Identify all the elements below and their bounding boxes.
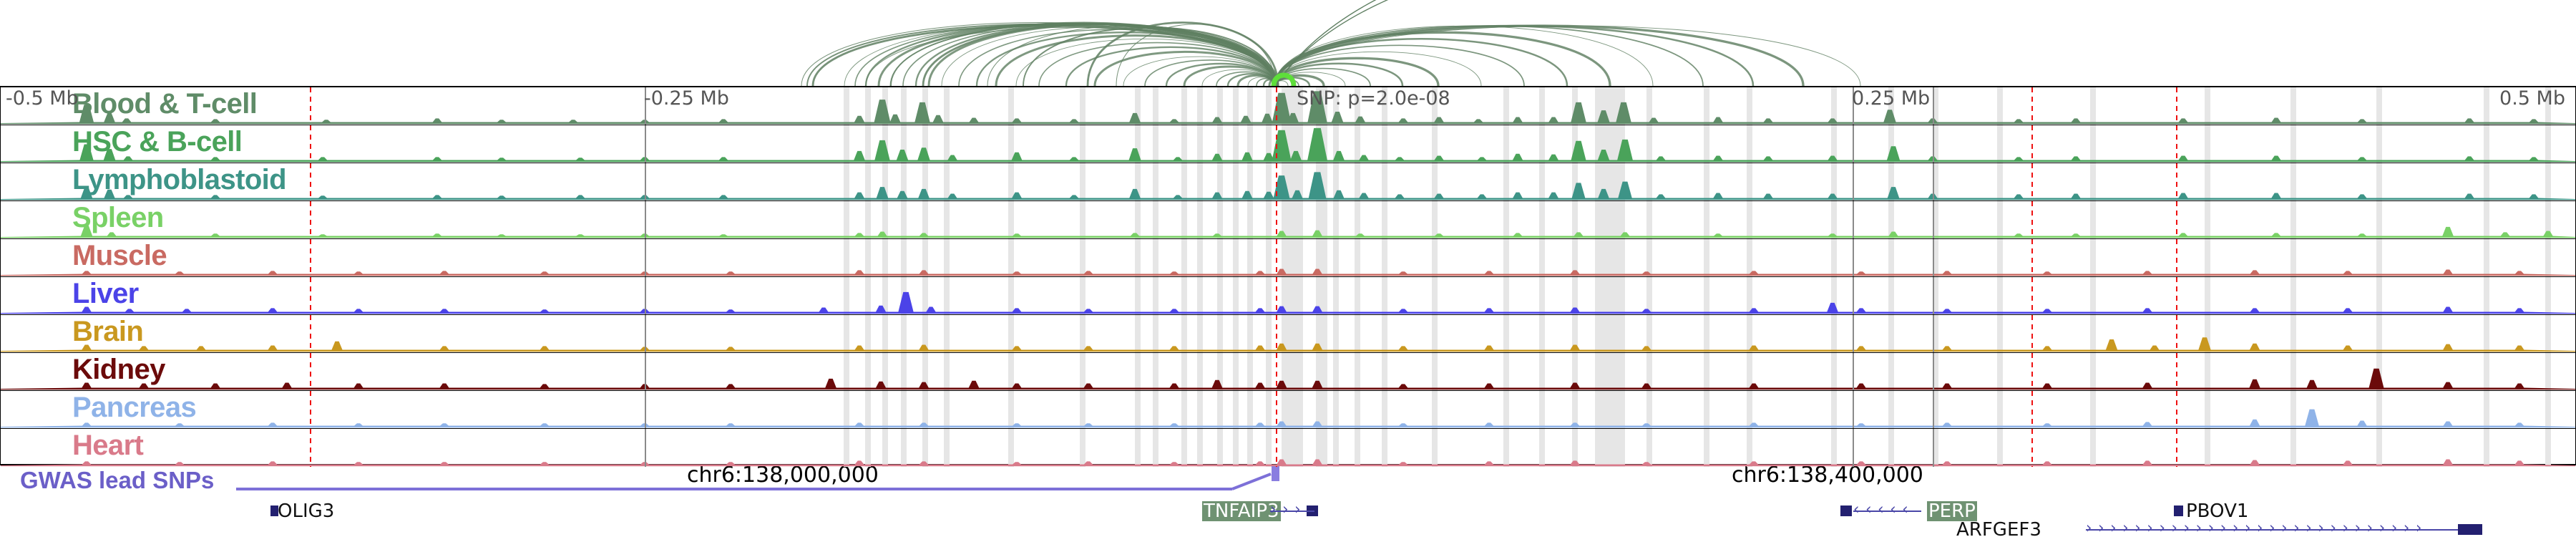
chromatin-interaction-arc-panel bbox=[0, 0, 2576, 86]
interaction-arc bbox=[1274, 51, 1482, 86]
track-label-lymphoblastoid: Lymphoblastoid bbox=[72, 164, 287, 195]
signal-track-spleen[interactable]: Spleen bbox=[1, 201, 2575, 239]
interaction-arc-long bbox=[1274, 0, 1389, 86]
signal-profile-muscle bbox=[1, 239, 2575, 276]
gene-label-perp[interactable]: PERP bbox=[1927, 500, 1977, 522]
gene-intron-line bbox=[1853, 511, 1921, 512]
track-label-brain: Brain bbox=[72, 316, 144, 347]
track-label-blood-t-cell: Blood & T-cell bbox=[72, 88, 258, 120]
gene-label-pbov1[interactable]: PBOV1 bbox=[2186, 500, 2249, 522]
gene-intron-line bbox=[2086, 529, 2458, 531]
signal-track-pancreas[interactable]: Pancreas bbox=[1, 391, 2575, 429]
signal-track-brain[interactable]: Brain bbox=[1, 315, 2575, 353]
interaction-arc bbox=[1086, 21, 1279, 86]
signal-track-hsc-b-cell[interactable]: HSC & B-cell bbox=[1, 125, 2575, 163]
gene-strand-forward-arrows-icon: › › › bbox=[1270, 503, 1302, 515]
interaction-arc bbox=[1274, 25, 1861, 86]
gwas-lead-snps-label: GWAS lead SNPs bbox=[20, 467, 215, 493]
gene-exon-block bbox=[270, 505, 278, 516]
gene-label-tnfaip3[interactable]: TNFAIP3 bbox=[1202, 500, 1281, 522]
gene-label-arfgef3[interactable]: ARFGEF3 bbox=[1956, 519, 2041, 537]
gene-exon-block bbox=[1840, 505, 1852, 516]
track-label-liver: Liver bbox=[72, 278, 139, 309]
track-label-muscle: Muscle bbox=[72, 240, 167, 271]
signal-profile-hsc-b-cell bbox=[1, 125, 2575, 163]
interaction-arc bbox=[1116, 24, 1276, 86]
gene-exon-block bbox=[2174, 505, 2183, 516]
track-label-pancreas: Pancreas bbox=[72, 392, 197, 423]
interaction-arc bbox=[1093, 50, 1277, 86]
interaction-arc bbox=[1274, 25, 1654, 86]
gwas-connector-line bbox=[236, 488, 1232, 490]
signal-track-stack: Blood & T-cell HSC & B-cell Lymphoblastoid… bbox=[0, 86, 2576, 467]
signal-track-lymphoblastoid[interactable]: Lymphoblastoid bbox=[1, 163, 2575, 201]
signal-track-liver[interactable]: Liver bbox=[1, 277, 2575, 315]
interaction-arc-highlight bbox=[1271, 72, 1297, 86]
gwas-snp-marker[interactable] bbox=[1272, 465, 1279, 481]
interaction-arc bbox=[1274, 57, 1440, 86]
track-label-spleen: Spleen bbox=[72, 202, 164, 233]
gwas-lead-snps-row: GWAS lead SNPs chr6:138,000,000 chr6:138… bbox=[0, 463, 2576, 500]
interaction-arc bbox=[927, 23, 1277, 86]
signal-track-muscle[interactable]: Muscle bbox=[1, 239, 2575, 277]
track-label-hsc-b-cell: HSC & B-cell bbox=[72, 126, 243, 158]
signal-profile-liver bbox=[1, 277, 2575, 314]
gene-label-olig3[interactable]: OLIG3 bbox=[278, 500, 335, 522]
track-label-kidney: Kidney bbox=[72, 354, 165, 385]
gene-strand-reverse-arrows-icon: ‹ ‹ ‹ ‹ ‹ bbox=[1853, 503, 1909, 515]
signal-profile-spleen bbox=[1, 201, 2575, 238]
interaction-arc bbox=[1274, 72, 1346, 86]
gene-strand-forward-arrows-icon: › › › › › › › › › › › › › › › › › › › › … bbox=[2086, 522, 2423, 533]
signal-track-kidney[interactable]: Kidney bbox=[1, 353, 2575, 391]
signal-profile-brain bbox=[1, 315, 2575, 352]
signal-profile-blood-t-cell bbox=[1, 87, 2575, 125]
interaction-arc-long bbox=[1274, 0, 1377, 86]
gene-annotation-track: OLIG3 TNFAIP3 › › › PERP ‹ ‹ ‹ ‹ ‹ PBOV1 ARFGE… bbox=[0, 500, 2576, 537]
signal-track-blood-t-cell[interactable]: Blood & T-cell bbox=[1, 87, 2575, 125]
gene-intron-line bbox=[1270, 511, 1314, 512]
interaction-arc bbox=[995, 34, 1277, 86]
track-label-heart: Heart bbox=[72, 430, 144, 461]
signal-profile-pancreas bbox=[1, 391, 2575, 428]
signal-profile-heart bbox=[1, 429, 2575, 467]
signal-profile-kidney bbox=[1, 353, 2575, 390]
arc-svg bbox=[801, 0, 1861, 86]
signal-profile-lymphoblastoid bbox=[1, 163, 2575, 200]
gene-exon-block bbox=[2458, 524, 2482, 535]
gwas-riser-svg bbox=[1231, 473, 1272, 490]
signal-track-heart[interactable]: Heart bbox=[1, 429, 2575, 467]
